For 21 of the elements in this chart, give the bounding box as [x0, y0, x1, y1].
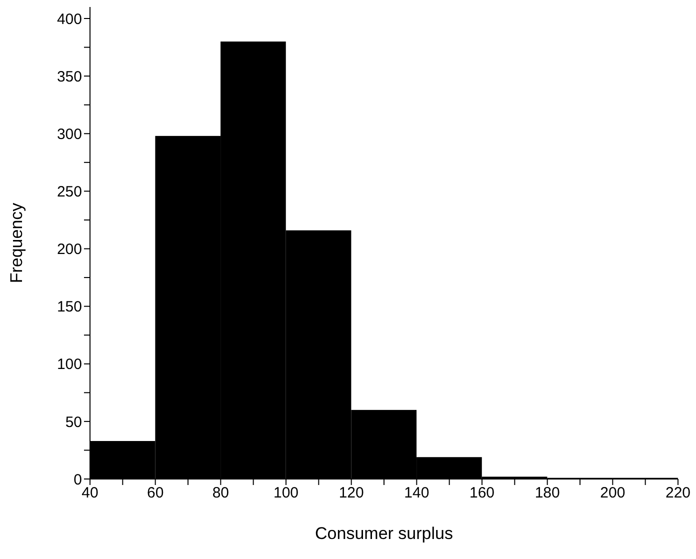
y-tick-label: 50 [65, 414, 82, 431]
y-tick-label: 300 [56, 126, 82, 143]
y-tick-label: 250 [56, 184, 82, 201]
x-tick-label: 140 [404, 484, 430, 502]
y-tick-label: 150 [56, 298, 82, 316]
x-tick-label: 80 [212, 484, 230, 502]
x-tick-label: 220 [665, 484, 691, 502]
y-axis-title: Frequency [7, 202, 26, 284]
y-tick-label: 0 [74, 471, 82, 488]
y-tick-label: 200 [56, 241, 82, 258]
x-tick-label: 180 [534, 484, 560, 502]
y-tick-label: 400 [56, 10, 82, 28]
x-tick-label: 160 [469, 484, 495, 502]
y-tick-label: 100 [56, 356, 82, 374]
x-tick-label: 120 [338, 484, 364, 502]
x-tick-label: 60 [146, 484, 164, 502]
x-tick-label: 200 [600, 484, 626, 502]
x-tick-label: 100 [273, 484, 299, 502]
y-tick-label: 350 [56, 68, 82, 86]
x-tick-label: 40 [82, 484, 98, 502]
x-axis-title: Consumer surplus [315, 524, 453, 543]
